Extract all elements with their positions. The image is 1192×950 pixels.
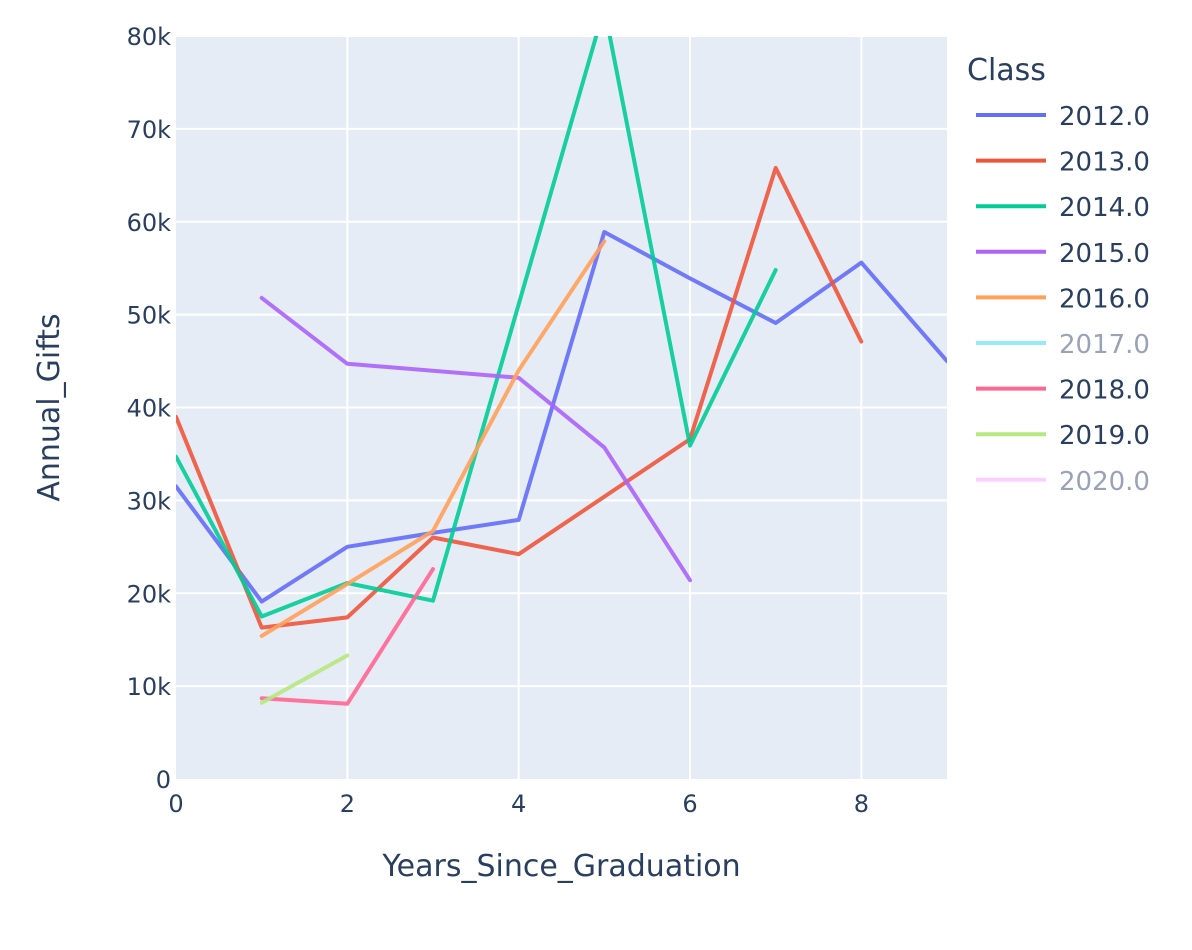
x-tick-label: 4 xyxy=(511,790,526,818)
x-axis-title: Years_Since_Graduation xyxy=(381,849,740,884)
legend-item-2015.0[interactable]: 2015.0 xyxy=(976,239,1150,269)
gridlines xyxy=(176,35,947,779)
legend-item-2019.0[interactable]: 2019.0 xyxy=(976,421,1150,451)
legend-item-2017.0[interactable]: 2017.0 xyxy=(976,330,1150,360)
x-tick-label: 8 xyxy=(854,790,869,818)
y-tick-label: 40k xyxy=(127,395,172,423)
legend[interactable]: Class 2012.0 2013.0 2014.0 2015.0 2016.0 2017… xyxy=(967,53,1150,497)
legend-item-2018.0[interactable]: 2018.0 xyxy=(976,376,1150,406)
y-axis-title: Annual_Gifts xyxy=(32,313,67,501)
y-tick-label: 60k xyxy=(127,209,172,237)
y-tick-label: 20k xyxy=(127,580,172,608)
series-line-2014.0[interactable] xyxy=(176,8,778,619)
y-axis-ticks: 0 10k 20k 30k 40k 50k 60k 70k 80k xyxy=(127,23,172,794)
x-tick-label: 6 xyxy=(682,790,697,818)
x-tick-label: 0 xyxy=(168,790,183,818)
legend-label: 2012.0 xyxy=(1059,102,1150,132)
series-line-2012.0[interactable] xyxy=(176,230,947,604)
series-line-2019.0[interactable] xyxy=(259,653,350,705)
y-tick-label: 0 xyxy=(156,766,171,794)
y-tick-label: 80k xyxy=(127,23,172,51)
legend-title: Class xyxy=(967,53,1046,88)
legend-item-2016.0[interactable]: 2016.0 xyxy=(976,284,1150,314)
series-line-2015.0[interactable] xyxy=(259,295,692,583)
legend-label: 2019.0 xyxy=(1059,421,1150,451)
legend-item-2020.0[interactable]: 2020.0 xyxy=(976,467,1150,497)
legend-item-2012.0[interactable]: 2012.0 xyxy=(976,102,1150,132)
series-line-2018.0[interactable] xyxy=(259,567,435,706)
x-tick-label: 2 xyxy=(340,790,355,818)
legend-item-2014.0[interactable]: 2014.0 xyxy=(976,193,1150,223)
y-tick-label: 50k xyxy=(127,302,172,330)
legend-label: 2018.0 xyxy=(1059,376,1150,406)
legend-label: 2015.0 xyxy=(1059,239,1150,269)
y-tick-label: 70k xyxy=(127,116,172,144)
data-series xyxy=(176,8,947,706)
legend-label: 2017.0 xyxy=(1059,330,1150,360)
y-tick-label: 30k xyxy=(127,487,172,515)
legend-label: 2014.0 xyxy=(1059,193,1150,223)
legend-item-2013.0[interactable]: 2013.0 xyxy=(976,148,1150,178)
legend-label: 2013.0 xyxy=(1059,148,1150,178)
y-tick-label: 10k xyxy=(127,673,172,701)
x-axis-ticks: 0 2 4 6 8 xyxy=(168,790,869,818)
legend-label: 2016.0 xyxy=(1059,284,1150,314)
legend-label: 2020.0 xyxy=(1059,467,1150,497)
series-line-2016.0[interactable] xyxy=(259,239,607,638)
